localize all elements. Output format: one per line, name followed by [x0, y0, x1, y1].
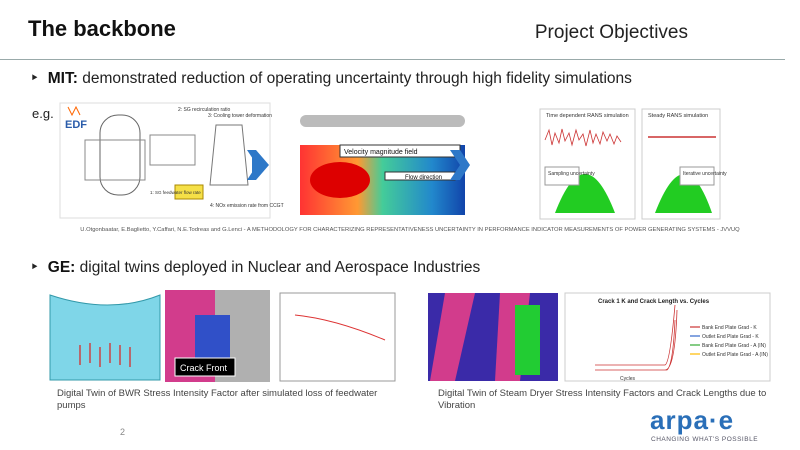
legend-entry: Outlet End Plate Grad - K	[702, 334, 759, 340]
rans-label: Iterative uncertainty	[683, 171, 727, 177]
edf-logo: EDF	[65, 119, 87, 131]
ge-figures: Crack Front Crack 1 K and Crack Length v…	[49, 290, 771, 382]
tagline: CHANGING WHAT'S POSSIBLE	[651, 436, 759, 443]
cfd-figure: Velocity magnitude field Flow direction	[300, 115, 465, 215]
plant-label: 4: NOx emission rate from CCGT	[210, 203, 284, 209]
caption: Digital Twin of BWR Stress Intensity Fac…	[57, 388, 378, 411]
cfd-label: Flow direction	[405, 175, 442, 181]
plant-label: 2: SG recirculation ratio	[178, 107, 230, 113]
page-number: 2	[120, 427, 126, 437]
section-title: Project Objectives	[534, 22, 688, 43]
citation: U.Otgonbaatar, E.Baglietto, Y.Caffari, N…	[80, 227, 740, 233]
logo: arpa·e	[650, 405, 735, 435]
rans-label: Sampling uncertainty	[548, 171, 595, 177]
header-rule	[0, 59, 785, 60]
arrow	[450, 150, 470, 180]
crack-front: Crack Front	[180, 363, 228, 373]
plant-diagram: EDF 2: SG recirculation ratio 3: Cooling…	[59, 102, 284, 219]
eg: e.g.	[32, 106, 54, 121]
plot-title: Crack 1 K and Crack Length vs. Cycles	[598, 299, 710, 305]
dryer-figure: Crack 1 K and Crack Length vs. Cycles Cy…	[428, 292, 771, 382]
bullet-text: digital twins deployed in Nuclear and Ae…	[75, 259, 481, 276]
title: The backbone	[28, 16, 176, 41]
legend-entry: Outlet End Plate Grad - A (IN)	[702, 352, 768, 358]
bullet-mit: ‣ MIT: demonstrated reduction of operati…	[30, 70, 632, 87]
caption: Digital Twin of Steam Dryer Stress Inten…	[438, 388, 767, 411]
bwr-figure: Crack Front	[49, 290, 396, 382]
cfd-label: Velocity magnitude field	[344, 149, 418, 156]
rans-label: Steady RANS simulation	[648, 113, 708, 119]
legend-entry: Bank End Plate Grad - A (IN)	[702, 343, 766, 349]
mit-figures: EDF 2: SG recirculation ratio 3: Cooling…	[59, 102, 727, 220]
legend-entry: Bank End Plate Grad - K	[702, 325, 757, 331]
bullet-ge: ‣ GE: digital twins deployed in Nuclear …	[30, 259, 481, 276]
plant-label: 3: Cooling tower deformation	[208, 113, 272, 119]
rans-label: Time dependent RANS simulation	[546, 113, 629, 119]
rans-figure: Time dependent RANS simulation Steady RA…	[539, 108, 727, 220]
plant-label: 1: SG feedwater flow rate	[150, 190, 201, 195]
bullet-text: demonstrated reduction of operating unce…	[77, 70, 632, 87]
x-label: Cycles	[620, 376, 636, 382]
bullet-label: GE:	[47, 259, 76, 276]
arrow	[252, 150, 269, 180]
bullet-label: MIT:	[47, 70, 78, 87]
